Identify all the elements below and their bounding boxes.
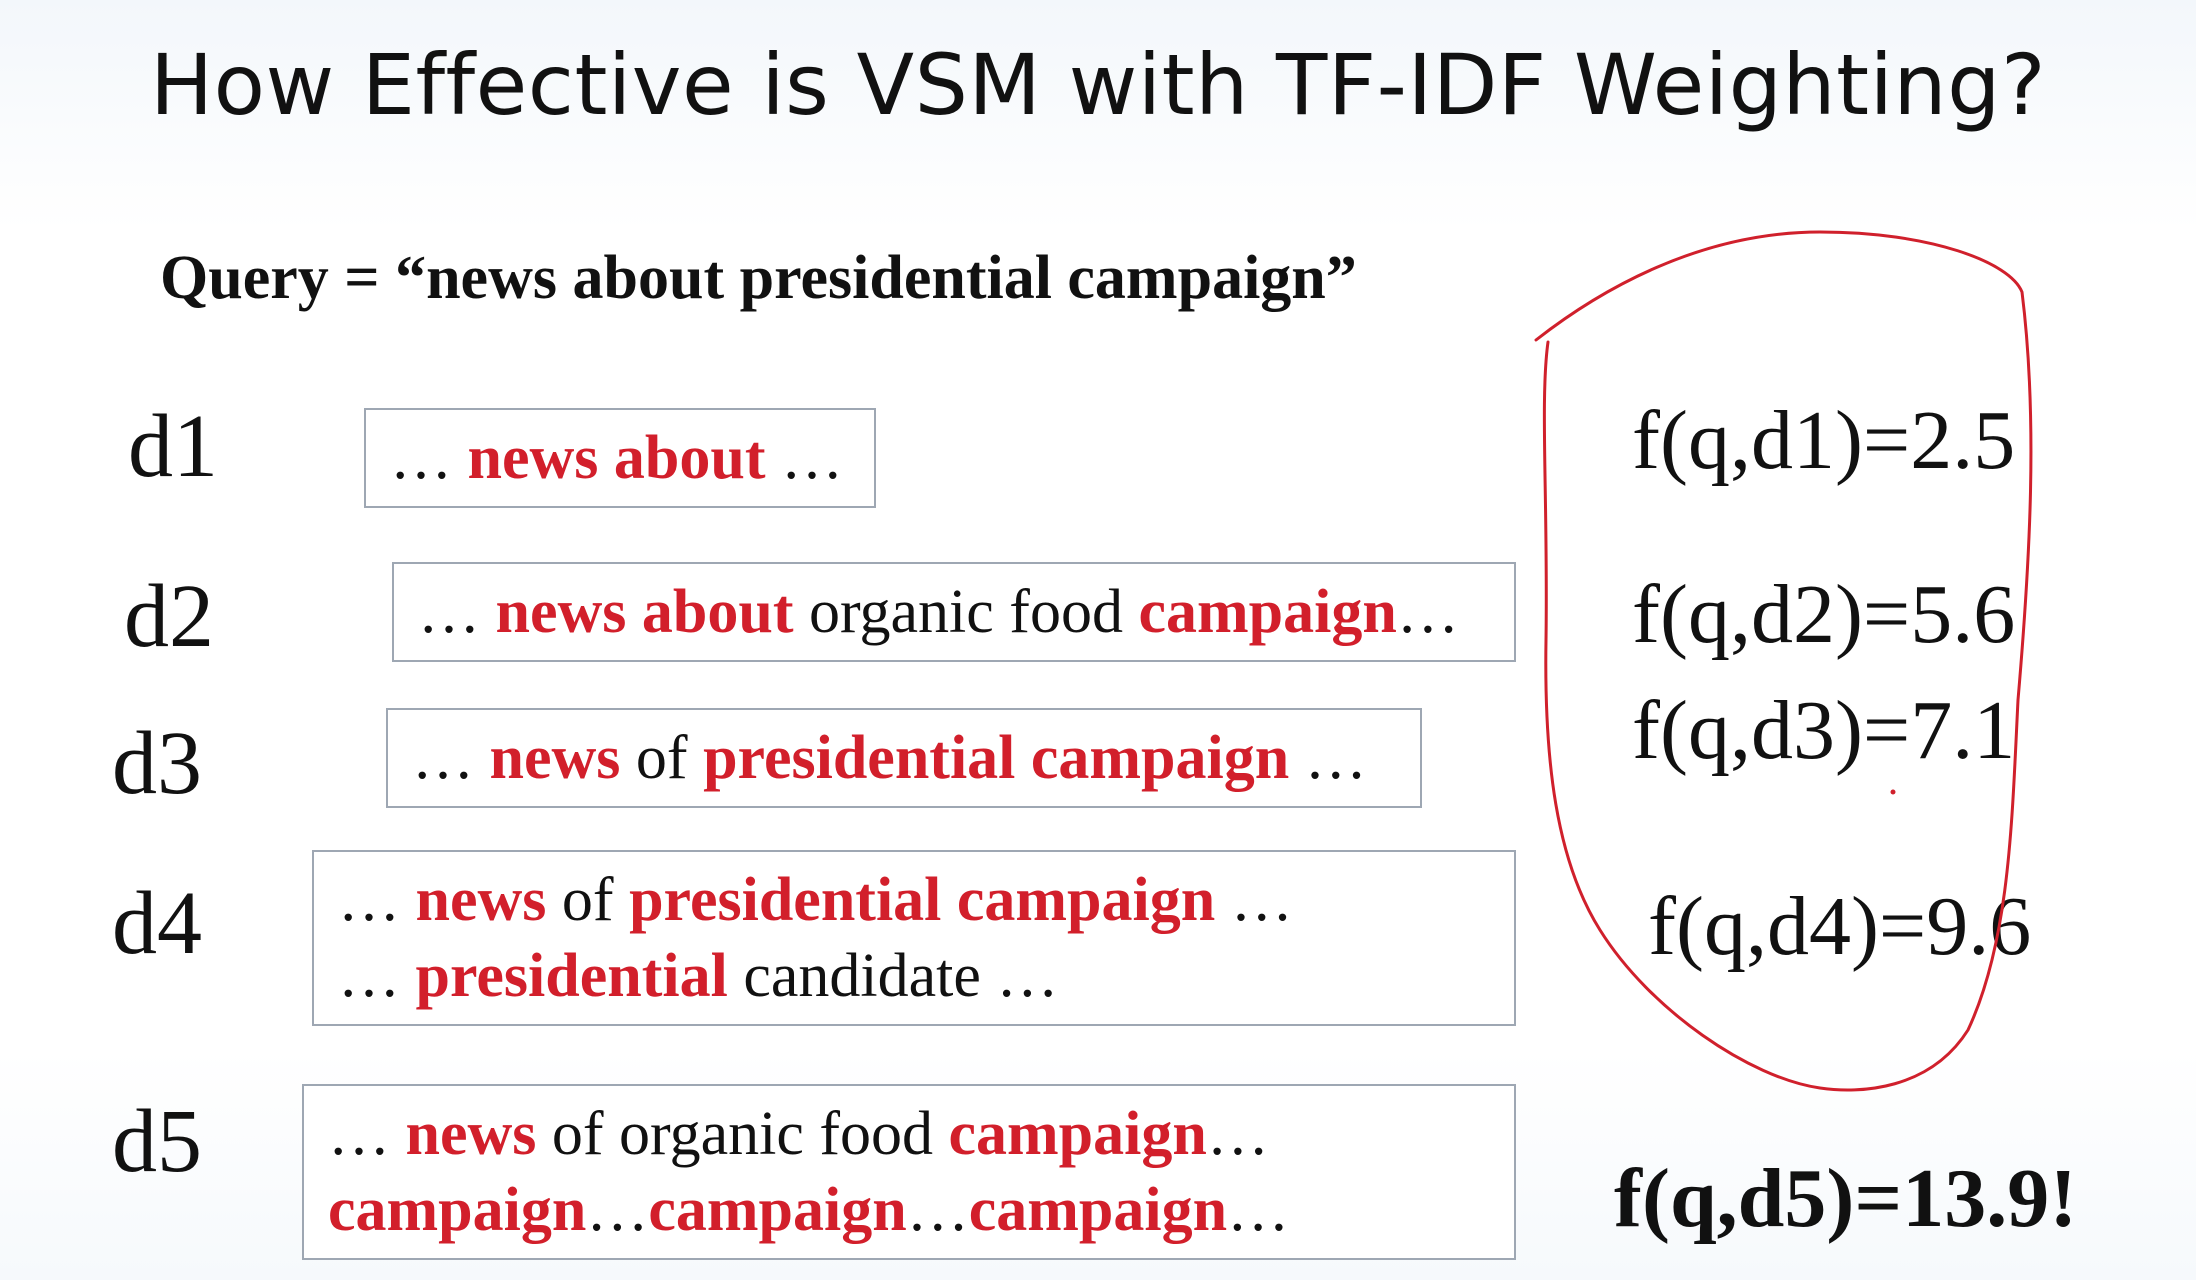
query-term-highlight: campaign [968, 1176, 1228, 1244]
doc-box-d5: … news of organic food campaign… campaig… [302, 1084, 1516, 1260]
query-term-highlight: campaign [328, 1176, 587, 1244]
doc-box-d4: … news of presidential campaign … … pres… [312, 850, 1516, 1026]
doc-text: of organic food [536, 1100, 949, 1168]
query-term-highlight: news [415, 866, 547, 934]
query-term-highlight: news [489, 724, 621, 792]
query-term-highlight: campaign [1138, 578, 1397, 646]
doc-text: … [390, 424, 468, 492]
doc-line: … news about … [390, 420, 843, 496]
doc-text: candidate … [727, 942, 1059, 1010]
doc-label-d2: d2 [124, 567, 214, 666]
doc-text: … [328, 1100, 406, 1168]
doc-label-d4: d4 [112, 874, 202, 973]
query-term-highlight: news [405, 1100, 537, 1168]
doc-text: … [906, 1176, 969, 1244]
doc-line: … news about organic food campaign… [418, 574, 1459, 650]
doc-line: campaign…campaign…campaign… [328, 1172, 1490, 1248]
doc-box-d3: … news of presidential campaign … [386, 708, 1422, 808]
score-d4: f(q,d4)=9.6 [1648, 880, 2032, 973]
doc-line: … news of presidential campaign … [338, 862, 1490, 938]
score-d2: f(q,d2)=5.6 [1632, 568, 2016, 661]
doc-label-d1: d1 [128, 397, 218, 496]
doc-box-d1: … news about … [364, 408, 876, 508]
doc-line: … news of organic food campaign… [328, 1096, 1490, 1172]
doc-text: … [765, 424, 844, 492]
query-term-highlight: news about [495, 578, 794, 646]
doc-text: … [338, 866, 416, 934]
doc-box-d2: … news about organic food campaign… [392, 562, 1516, 662]
doc-line: … news of presidential campaign … [412, 720, 1367, 796]
doc-label-d5: d5 [112, 1092, 202, 1191]
slide-title: How Effective is VSM with TF-IDF Weighti… [149, 36, 2047, 134]
doc-text: … [1206, 1100, 1269, 1168]
doc-text: … [1215, 866, 1293, 934]
doc-text: … [418, 578, 496, 646]
doc-text: … [1227, 1176, 1290, 1244]
score-d3: f(q,d3)=7.1 [1632, 684, 2016, 777]
doc-label-d3: d3 [112, 714, 202, 813]
query-term-highlight: presidential campaign [703, 724, 1290, 792]
doc-text: … [338, 942, 416, 1010]
doc-text: … [1396, 578, 1459, 646]
query-term-highlight: presidential [415, 942, 728, 1010]
doc-text: … [412, 724, 490, 792]
doc-text: organic food [793, 578, 1139, 646]
query-term-highlight: campaign [948, 1100, 1207, 1168]
doc-text: … [1289, 724, 1367, 792]
doc-line: … presidential candidate … [338, 938, 1490, 1014]
score-d1: f(q,d1)=2.5 [1632, 394, 2016, 487]
query-term-highlight: presidential campaign [629, 866, 1216, 934]
query-text: Query = “news about presidential campaig… [160, 244, 1357, 312]
doc-text: of [620, 724, 704, 792]
score-d5: f(q,d5)=13.9! [1614, 1152, 2078, 1245]
query-term-highlight: news about [467, 424, 766, 492]
doc-text: of [546, 866, 630, 934]
query-term-highlight: campaign [648, 1176, 907, 1244]
doc-text: … [586, 1176, 649, 1244]
